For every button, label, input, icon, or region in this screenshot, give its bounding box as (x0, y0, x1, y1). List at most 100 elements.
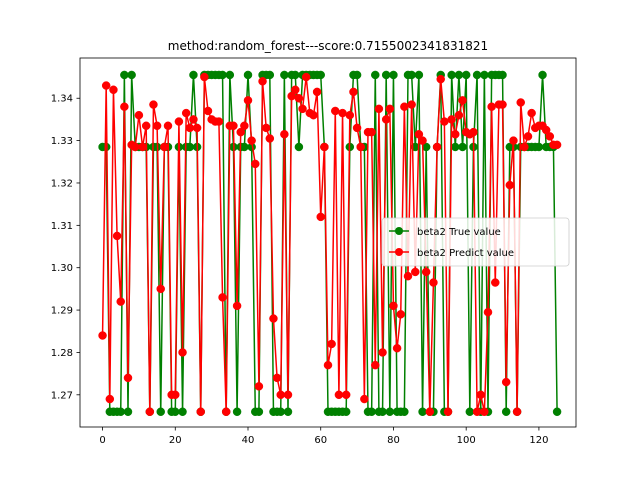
data-point (236, 127, 245, 137)
data-point (105, 394, 115, 404)
chart-title: method:random_forest---score:0.715500234… (168, 39, 488, 53)
data-point (403, 271, 413, 281)
data-point (480, 407, 489, 416)
data-point (152, 121, 162, 131)
series-2 (98, 72, 562, 416)
data-point (527, 108, 536, 118)
data-point (414, 130, 424, 139)
data-point (371, 70, 380, 80)
data-point (218, 293, 227, 302)
data-point (516, 98, 525, 107)
data-point (447, 115, 456, 124)
data-point (156, 284, 165, 294)
data-point (378, 407, 387, 416)
data-point (181, 108, 191, 118)
data-point (480, 70, 489, 80)
data-point (254, 382, 264, 391)
data-point (127, 70, 136, 80)
legend-item: beta2 Predict value (389, 248, 514, 259)
data-point (385, 407, 395, 416)
data-point (272, 373, 282, 383)
data-point (461, 70, 471, 80)
data-point (203, 106, 213, 116)
data-point (254, 407, 264, 416)
data-point (149, 100, 158, 109)
data-point (454, 110, 464, 120)
data-point (258, 77, 267, 86)
x-tick-label: 100 (457, 435, 476, 446)
data-point (396, 310, 405, 319)
legend-marker (395, 227, 403, 235)
data-point (320, 142, 329, 152)
data-point (298, 104, 307, 114)
data-point (247, 136, 256, 145)
data-point (280, 130, 289, 139)
data-point (341, 390, 351, 400)
data-point (232, 407, 242, 416)
data-point (429, 278, 438, 287)
data-point (371, 360, 380, 370)
data-point (243, 70, 253, 80)
data-point (171, 390, 180, 400)
y-tick-label: 1.29 (51, 306, 73, 317)
data-point (192, 123, 202, 133)
data-point (498, 100, 507, 109)
data-point (367, 407, 376, 416)
data-point (294, 94, 304, 103)
data-point (418, 136, 427, 145)
legend-marker (395, 248, 403, 256)
data-point (341, 407, 351, 416)
data-point (476, 390, 485, 400)
data-point (178, 348, 187, 357)
data-point (98, 331, 107, 340)
data-point (432, 142, 442, 152)
data-point (120, 70, 129, 80)
data-point (185, 142, 195, 152)
data-point (472, 407, 482, 416)
data-point (141, 121, 151, 131)
data-point (291, 85, 300, 95)
data-point (265, 70, 275, 80)
data-point (505, 180, 515, 190)
data-point (381, 115, 391, 124)
data-point (465, 407, 475, 416)
data-point (174, 117, 184, 126)
y-tick-label: 1.31 (51, 221, 73, 232)
data-point (221, 407, 231, 416)
data-point (501, 377, 511, 387)
data-point (512, 407, 522, 416)
data-point (389, 70, 398, 80)
data-point (131, 142, 140, 152)
data-point (472, 70, 482, 80)
axes-frame (79, 57, 577, 428)
data-point (349, 87, 358, 97)
data-point (163, 121, 173, 131)
legend-label: beta2 True value (417, 227, 501, 238)
data-point (229, 121, 238, 131)
data-point (523, 132, 533, 141)
data-point (218, 70, 227, 80)
data-point (240, 142, 249, 152)
data-point (552, 140, 562, 150)
data-point (327, 339, 336, 349)
data-point (265, 134, 275, 143)
x-tick-label: 20 (169, 435, 182, 446)
data-point (356, 142, 365, 152)
data-point (116, 407, 125, 416)
data-point (316, 212, 325, 222)
data-point (338, 108, 347, 118)
data-point (367, 127, 376, 137)
data-point (436, 74, 445, 84)
data-point (520, 142, 529, 152)
data-point (458, 96, 467, 105)
data-point (280, 70, 289, 80)
y-tick-label: 1.27 (51, 390, 73, 401)
data-point (400, 407, 409, 416)
data-point (345, 110, 355, 120)
data-point (232, 301, 242, 311)
legend-box (381, 217, 570, 267)
legend: beta2 True value beta2 Predict value (381, 217, 570, 267)
data-point (160, 142, 169, 152)
data-point (414, 70, 424, 80)
x-tick-label: 80 (387, 435, 400, 446)
